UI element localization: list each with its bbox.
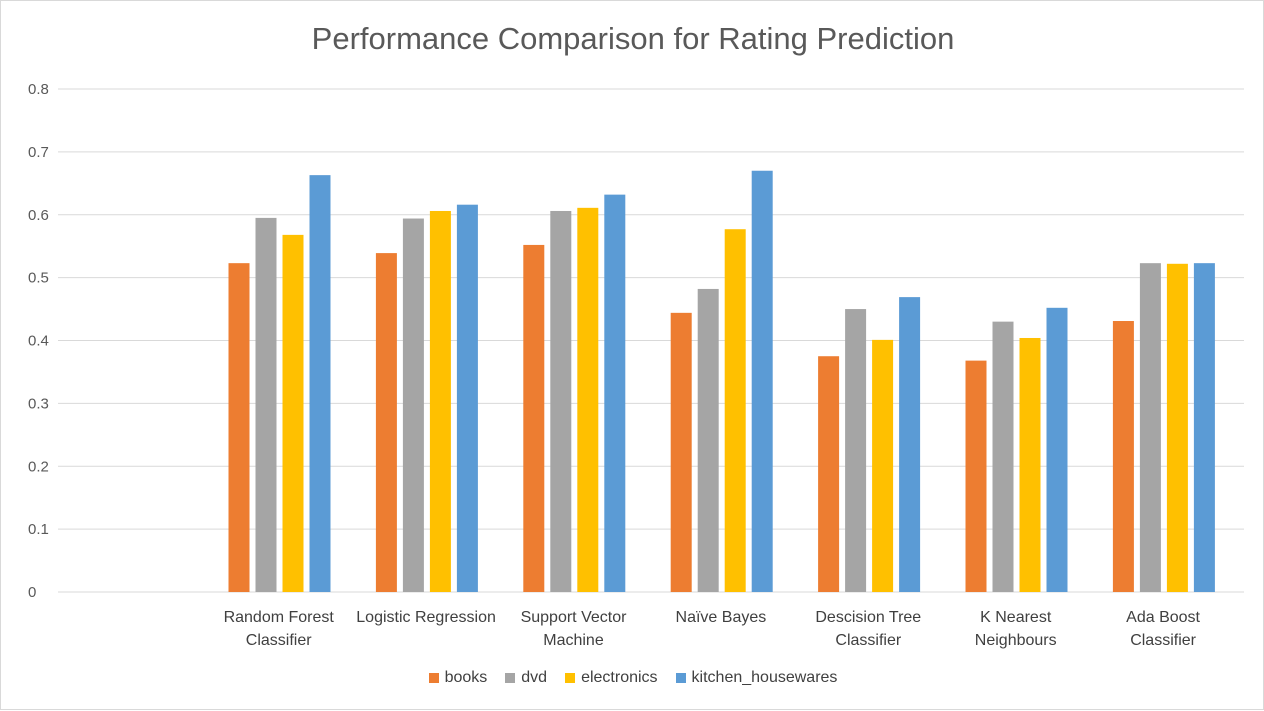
legend-label: electronics bbox=[581, 669, 658, 686]
bar-books-1 bbox=[375, 253, 397, 592]
bar-books-5 bbox=[965, 360, 987, 592]
y-tick-label: 0 bbox=[28, 584, 36, 601]
bar-electronics-5 bbox=[1019, 337, 1041, 592]
y-tick-label: 0.5 bbox=[28, 270, 49, 287]
bar-kitchen_housewares-1 bbox=[456, 204, 478, 592]
y-tick-label: 0.1 bbox=[28, 521, 49, 538]
bar-electronics-6 bbox=[1166, 263, 1188, 592]
legend-label: dvd bbox=[521, 669, 548, 686]
bar-kitchen_housewares-3 bbox=[751, 170, 773, 593]
legend: books dvd electronics kitchen_housewares bbox=[1, 669, 1264, 687]
bar-electronics-3 bbox=[724, 229, 746, 592]
x-tick-label: Classifier bbox=[1130, 632, 1196, 649]
bar-dvd-1 bbox=[402, 218, 424, 592]
bar-kitchen_housewares-6 bbox=[1193, 263, 1215, 592]
bar-kitchen_housewares-2 bbox=[604, 194, 626, 592]
bar-electronics-0 bbox=[282, 234, 304, 592]
bar-books-4 bbox=[818, 356, 840, 592]
y-tick-label: 0.6 bbox=[28, 207, 49, 224]
legend-swatch bbox=[428, 673, 439, 683]
x-tick-label: Random Forest bbox=[224, 609, 335, 626]
x-tick-label: Neighbours bbox=[975, 632, 1057, 649]
y-tick-label: 0.8 bbox=[28, 81, 49, 98]
bar-dvd-3 bbox=[697, 288, 719, 592]
bar-electronics-1 bbox=[429, 210, 451, 593]
legend-item-electronics: electronics bbox=[565, 669, 658, 687]
bar-electronics-4 bbox=[872, 339, 894, 592]
bar-dvd-2 bbox=[550, 210, 572, 593]
x-tick-label: Support Vector bbox=[521, 609, 628, 626]
bar-dvd-4 bbox=[845, 309, 867, 592]
bar-dvd-6 bbox=[1139, 263, 1161, 592]
legend-item-kitchen_housewares: kitchen_housewares bbox=[675, 669, 838, 687]
x-tick-label: Classifier bbox=[246, 632, 312, 649]
y-tick-label: 0.2 bbox=[28, 458, 49, 475]
x-tick-label: Machine bbox=[543, 632, 604, 649]
legend-swatch bbox=[565, 673, 576, 683]
legend-label: kitchen_housewares bbox=[691, 669, 838, 686]
x-tick-label: Classifier bbox=[835, 632, 901, 649]
x-tick-label: K Nearest bbox=[980, 609, 1052, 626]
bar-books-3 bbox=[670, 312, 692, 592]
legend-swatch bbox=[505, 673, 516, 683]
legend-item-books: books bbox=[428, 669, 488, 687]
legend-item-dvd: dvd bbox=[505, 669, 547, 687]
y-tick-label: 0.7 bbox=[28, 144, 49, 161]
bar-kitchen_housewares-5 bbox=[1046, 307, 1068, 592]
x-tick-label: Logistic Regression bbox=[356, 609, 496, 626]
bar-kitchen_housewares-0 bbox=[309, 175, 331, 593]
bar-books-2 bbox=[523, 244, 545, 592]
legend-label: books bbox=[444, 669, 488, 686]
bar-books-0 bbox=[228, 263, 250, 592]
bar-books-6 bbox=[1112, 321, 1134, 592]
legend-swatch bbox=[675, 673, 686, 683]
y-tick-label: 0.4 bbox=[28, 333, 49, 350]
bar-dvd-0 bbox=[255, 217, 277, 593]
x-tick-label: Descision Tree bbox=[815, 609, 921, 626]
y-tick-label: 0.3 bbox=[28, 395, 49, 412]
bar-dvd-5 bbox=[992, 321, 1014, 592]
chart-title: Performance Comparison for Rating Predic… bbox=[311, 21, 955, 56]
x-tick-label: Naïve Bayes bbox=[676, 609, 767, 626]
bar-kitchen_housewares-4 bbox=[899, 297, 921, 592]
x-tick-label: Ada Boost bbox=[1126, 609, 1200, 626]
bar-electronics-2 bbox=[577, 207, 599, 593]
